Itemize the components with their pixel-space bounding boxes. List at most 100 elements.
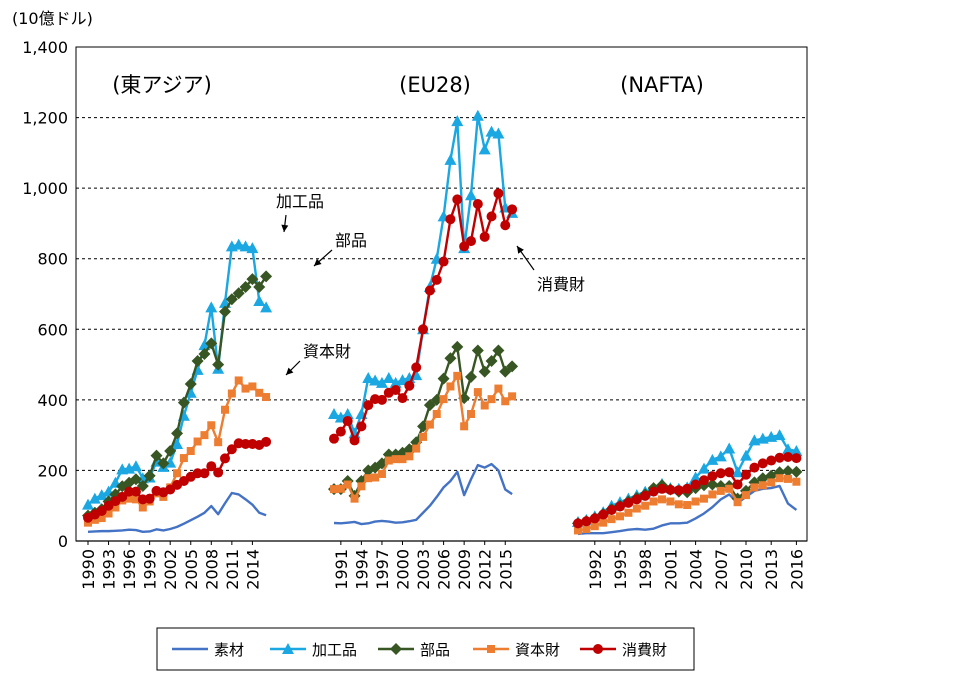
data-point bbox=[226, 444, 237, 455]
panel-title: (東アジア) bbox=[112, 73, 212, 97]
data-point bbox=[212, 358, 225, 371]
series-line bbox=[333, 114, 513, 435]
data-point bbox=[125, 494, 134, 503]
data-point bbox=[232, 238, 245, 250]
data-point bbox=[758, 481, 767, 490]
data-point bbox=[206, 461, 217, 472]
data-point bbox=[404, 380, 415, 391]
data-point bbox=[507, 204, 518, 215]
data-point bbox=[707, 471, 718, 482]
y-tick-label: 1,200 bbox=[22, 109, 68, 128]
data-point bbox=[624, 508, 633, 517]
data-point bbox=[599, 518, 608, 527]
data-point bbox=[649, 497, 658, 506]
data-point bbox=[389, 376, 402, 388]
arrow-head bbox=[314, 258, 322, 266]
data-point bbox=[598, 509, 609, 520]
data-point bbox=[255, 388, 264, 397]
data-point bbox=[397, 393, 408, 404]
x-tick-label: 1993 bbox=[100, 549, 119, 590]
data-point bbox=[200, 431, 209, 440]
data-point bbox=[411, 362, 422, 373]
data-point bbox=[499, 365, 512, 378]
panel-title: (EU28) bbox=[399, 73, 471, 97]
x-tick-label: 1998 bbox=[636, 549, 655, 590]
data-point bbox=[97, 514, 106, 523]
data-point bbox=[665, 484, 676, 495]
data-point bbox=[253, 280, 266, 293]
data-point bbox=[648, 486, 659, 497]
data-point bbox=[492, 344, 505, 357]
data-point bbox=[607, 515, 616, 524]
y-tick-label: 1,000 bbox=[22, 179, 68, 198]
axes bbox=[75, 46, 808, 542]
plot-border bbox=[75, 46, 808, 542]
data-point bbox=[641, 501, 650, 510]
plot-series bbox=[82, 109, 803, 536]
data-point bbox=[485, 355, 498, 368]
data-point bbox=[487, 395, 496, 404]
data-point bbox=[657, 483, 667, 494]
data-point bbox=[478, 143, 491, 155]
data-point bbox=[363, 400, 374, 411]
x-tick-label: 2012 bbox=[476, 549, 495, 590]
data-point bbox=[632, 504, 641, 513]
data-point bbox=[494, 384, 503, 393]
data-point bbox=[418, 324, 429, 335]
legend-marker bbox=[487, 645, 495, 653]
data-point bbox=[164, 445, 177, 458]
data-point bbox=[485, 125, 498, 137]
x-tick-label: 2001 bbox=[661, 549, 680, 590]
data-point bbox=[773, 429, 786, 441]
data-point bbox=[219, 305, 231, 318]
legend-label: 資本財 bbox=[515, 641, 560, 659]
data-point bbox=[375, 376, 388, 388]
data-point bbox=[714, 450, 727, 462]
data-point bbox=[473, 388, 482, 397]
data-point bbox=[432, 409, 441, 418]
data-point bbox=[673, 485, 684, 496]
data-point bbox=[173, 469, 182, 478]
data-point bbox=[790, 445, 803, 457]
data-point bbox=[757, 458, 768, 469]
y-tick-label: 1,400 bbox=[22, 38, 68, 57]
legend-marker bbox=[593, 644, 603, 654]
data-point bbox=[784, 474, 792, 483]
data-point bbox=[716, 486, 725, 495]
data-point bbox=[699, 475, 709, 486]
data-point bbox=[382, 371, 395, 383]
data-point bbox=[767, 478, 776, 487]
x-tick-label: 1996 bbox=[120, 549, 139, 590]
x-tick-label: 1995 bbox=[611, 549, 630, 590]
data-point bbox=[501, 397, 510, 406]
data-point bbox=[130, 486, 141, 497]
x-tick-label: 1997 bbox=[373, 549, 392, 590]
data-point bbox=[328, 407, 340, 419]
data-point bbox=[138, 503, 147, 512]
data-point bbox=[725, 484, 734, 493]
data-point bbox=[573, 518, 583, 529]
data-point bbox=[232, 287, 245, 300]
data-point bbox=[221, 405, 229, 414]
data-point bbox=[606, 504, 617, 515]
data-point bbox=[733, 498, 742, 507]
panel-0 bbox=[82, 238, 273, 534]
data-point bbox=[246, 242, 259, 254]
data-point bbox=[349, 435, 360, 446]
legend-marker bbox=[390, 643, 402, 655]
y-tick-label: 600 bbox=[37, 320, 68, 339]
annotation-label: 加工品 bbox=[276, 192, 324, 211]
data-point bbox=[471, 344, 484, 357]
data-point bbox=[364, 474, 373, 483]
data-point bbox=[706, 453, 719, 465]
data-point bbox=[708, 490, 717, 499]
x-tick-label: 2011 bbox=[223, 549, 242, 590]
data-point bbox=[207, 421, 216, 430]
data-point bbox=[239, 240, 252, 252]
data-point bbox=[690, 479, 701, 490]
x-tick-label: 2004 bbox=[687, 549, 706, 590]
data-point bbox=[239, 280, 252, 293]
data-point bbox=[248, 382, 257, 391]
x-tick-label: 2005 bbox=[182, 549, 201, 590]
